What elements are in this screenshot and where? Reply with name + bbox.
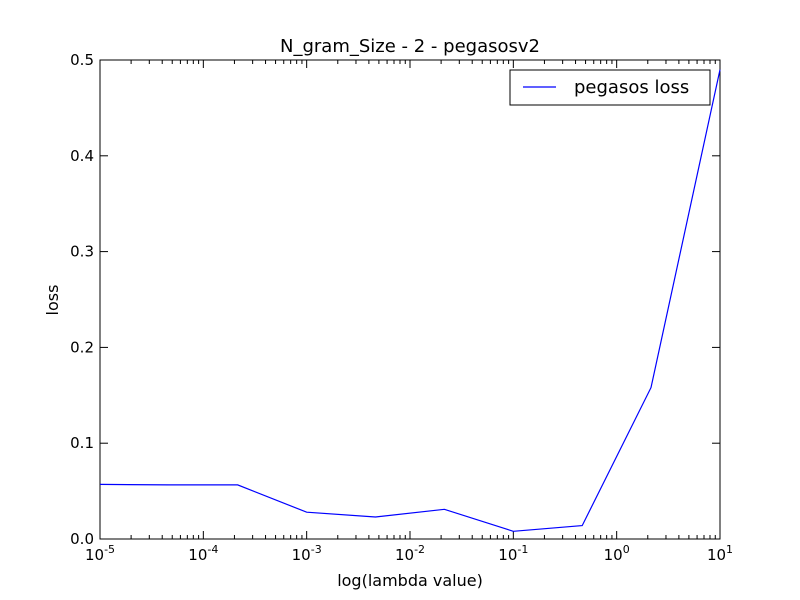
y-tick-label: 0.3 (70, 243, 94, 261)
x-axis-label: log(lambda value) (337, 571, 483, 590)
x-tick-label: 10-3 (292, 543, 322, 564)
y-tick-label: 0.1 (70, 434, 94, 452)
y-tick-label: 0.0 (70, 530, 94, 548)
y-axis-label: loss (43, 285, 62, 316)
chart-title: N_gram_Size - 2 - pegasosv2 (280, 36, 540, 57)
legend-label-pegasos-loss: pegasos loss (574, 77, 689, 98)
x-tick-label: 10-1 (498, 543, 528, 564)
plot-area (99, 59, 721, 540)
legend: pegasos loss (509, 69, 711, 106)
x-tick-label: 10-5 (85, 543, 115, 564)
y-tick-label: 0.2 (70, 338, 94, 356)
series-lines (99, 69, 721, 532)
series-line (99, 69, 721, 532)
y-axis-ticks: 0.0 0.1 0.2 0.3 0.4 0.5 (70, 51, 720, 548)
y-tick-label: 0.5 (70, 51, 94, 69)
y-tick-label: 0.4 (70, 147, 94, 165)
x-tick-label: 10-2 (395, 543, 425, 564)
x-tick-label: 10-4 (188, 543, 218, 564)
x-axis-ticks: 10-5 10-4 10-3 10-2 10-1 100 101 (85, 60, 733, 564)
x-tick-label: 101 (707, 543, 733, 564)
x-tick-label: 100 (604, 543, 630, 564)
